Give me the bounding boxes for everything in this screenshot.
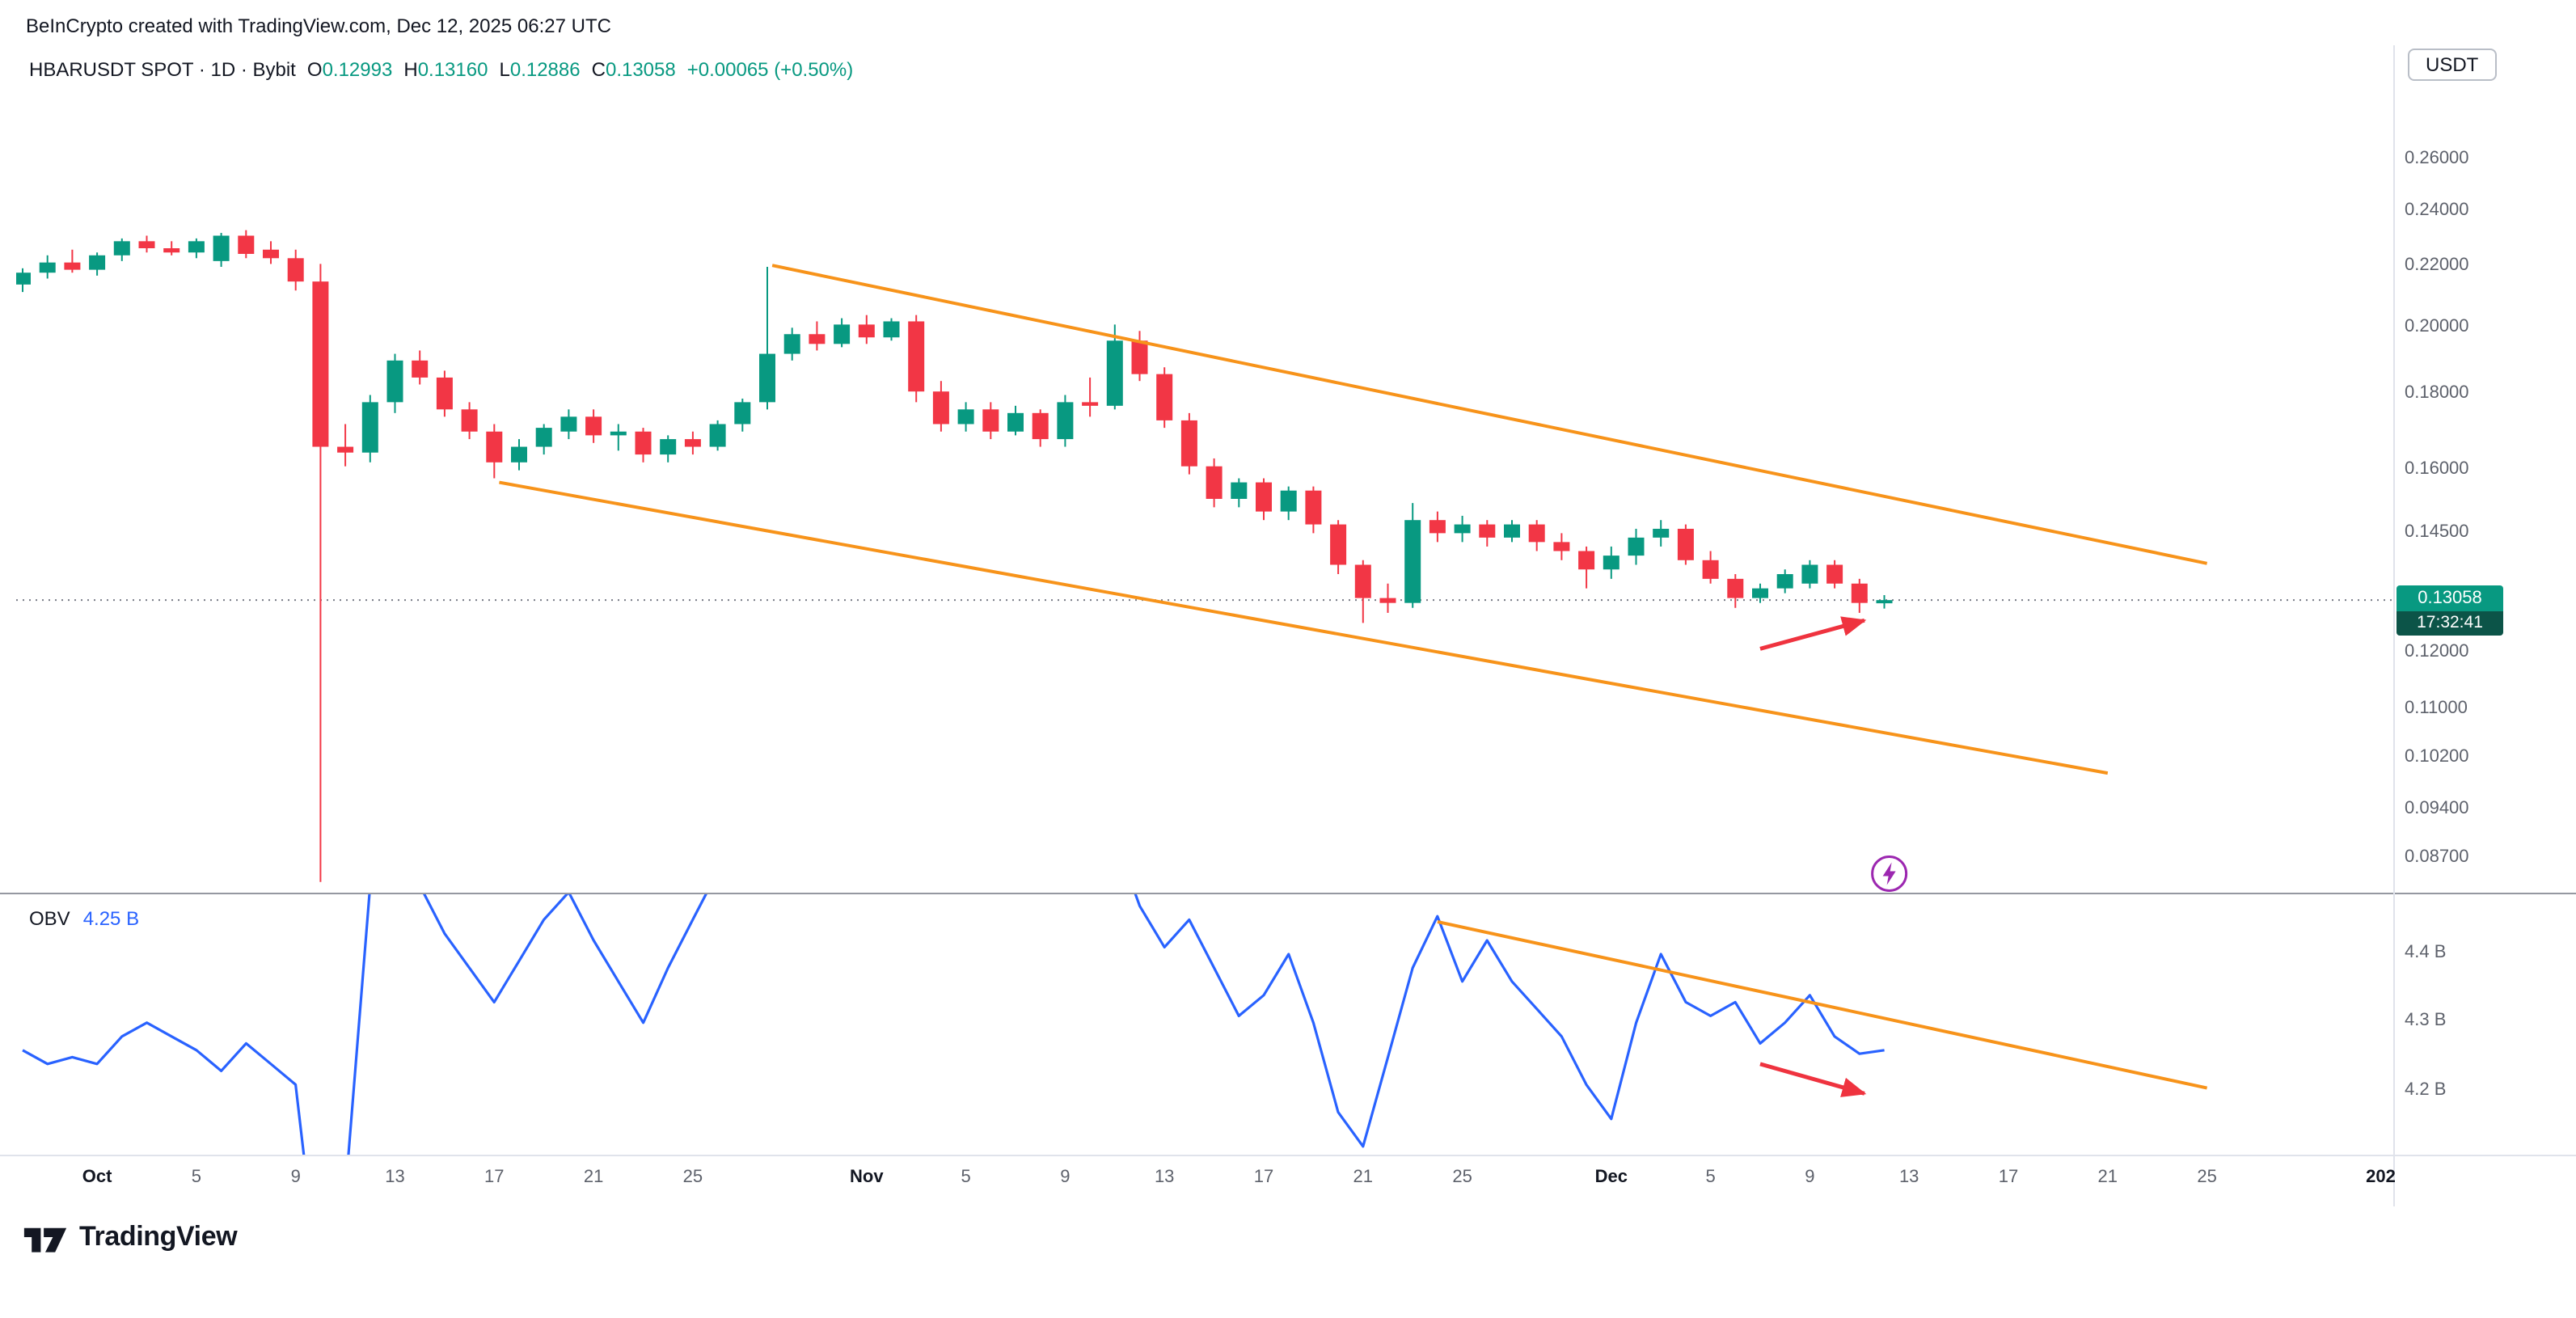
ohlc-low: L0.12886 [499, 58, 580, 81]
currency-toggle-button[interactable]: USDT [2408, 49, 2497, 81]
open-value: 0.12993 [322, 58, 393, 81]
close-value: 0.13058 [605, 58, 676, 81]
tradingview-brand-text: TradingView [79, 1221, 238, 1252]
high-label: H [403, 58, 418, 81]
arrow-annotation-1[interactable] [1759, 616, 1867, 651]
high-value: 0.13160 [417, 58, 488, 81]
trendline-1[interactable] [771, 264, 2208, 565]
candlestick-series [16, 230, 1893, 882]
bar-countdown: 17:32:41 [2397, 611, 2503, 636]
price-pane [16, 230, 2393, 882]
ohlc-close: C0.13058 [592, 58, 676, 81]
event-marker-lightning[interactable] [1871, 855, 1908, 892]
current-price-tag: 0.13058 17:32:41 [2397, 585, 2503, 636]
change-value: +0.00065 (+0.50%) [686, 58, 854, 81]
symbol-title[interactable]: HBARUSDT SPOT · 1D · Bybit [29, 58, 296, 81]
symbol-legend: HBARUSDT SPOT · 1D · Bybit O0.12993 H0.1… [29, 58, 853, 81]
obv-line-series [22, 894, 1885, 1155]
arrow-annotation-2[interactable] [1759, 1062, 1867, 1097]
low-label: L [499, 58, 510, 81]
attribution-text: BeInCrypto created with TradingView.com,… [26, 15, 611, 37]
obv-legend: OBV 4.25 B [29, 907, 139, 930]
tradingview-logo-icon [23, 1227, 67, 1253]
ohlc-open: O0.12993 [307, 58, 392, 81]
ohlc-high: H0.13160 [403, 58, 488, 81]
close-label: C [591, 58, 606, 81]
trendline-3[interactable] [1437, 920, 2208, 1090]
obv-indicator-value: 4.25 B [82, 907, 140, 930]
obv-indicator-label[interactable]: OBV [29, 907, 70, 930]
open-label: O [306, 58, 323, 81]
current-price-value: 0.13058 [2397, 585, 2503, 612]
trendline-2[interactable] [499, 480, 2109, 775]
tradingview-logo[interactable]: TradingView [23, 1218, 238, 1257]
obv-pane [22, 894, 1885, 1155]
low-value: 0.12886 [509, 58, 581, 81]
